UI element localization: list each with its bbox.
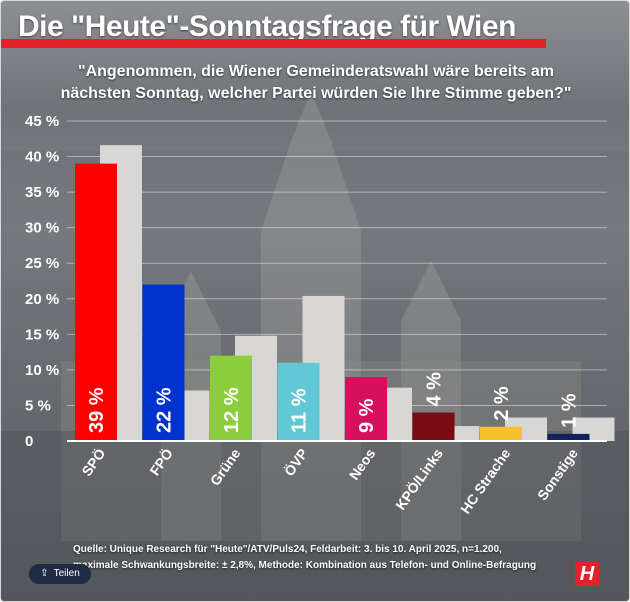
category-label: KPÖ/Links [392, 445, 446, 512]
bar-value-label: 4 % [424, 372, 446, 407]
bar-value-label: 12 % [221, 387, 243, 433]
bar [412, 412, 455, 441]
subtitle-line-2: nächsten Sonntag, welcher Partei würden … [60, 85, 572, 102]
y-tick-label: 0 [25, 433, 33, 450]
chart-subtitle: "Angenommen, die Wiener Gemeinderatswahl… [31, 61, 601, 105]
bar-value-label: 1 % [559, 393, 581, 428]
bar-value-label: 39 % [86, 387, 108, 433]
bar-value-label: 2 % [491, 386, 513, 421]
category-label: Sonstige [534, 445, 581, 503]
bar [210, 355, 252, 441]
category-label: Neos [346, 445, 379, 482]
y-tick-label: 30 % [25, 220, 59, 237]
category-label: Grüne [207, 445, 244, 488]
source-note: Quelle: Unique Research für "Heute"/ATV/… [73, 542, 536, 574]
y-tick-label: 15 % [25, 326, 59, 343]
y-tick-label: 20 % [25, 291, 59, 308]
y-tick-label: 35 % [25, 184, 59, 201]
bar-value-label: 9 % [356, 398, 378, 433]
bar-value-label: 11 % [289, 388, 311, 433]
subtitle-line-1: "Angenommen, die Wiener Gemeinderatswahl… [77, 63, 555, 80]
heute-logo: H [575, 562, 599, 586]
y-tick-label: 5 % [25, 397, 51, 414]
chart-title: Die "Heute"-Sonntagsfrage für Wien [18, 10, 516, 43]
bar [547, 433, 590, 441]
y-tick-label: 10 % [25, 362, 59, 379]
bar [480, 426, 522, 441]
share-label: Teilen [53, 568, 80, 579]
category-label: FPÖ [146, 445, 176, 478]
y-tick-label: 25 % [25, 255, 59, 272]
category-label: HC Strache [457, 445, 514, 516]
bar [75, 163, 117, 441]
bar-chart: 0 5 % 10 % 15 % 20 % 25 % 30 % 35 % 40 % 45 % 39 %… [25, 113, 615, 517]
source-line-1: Quelle: Unique Research für "Heute"/ATV/… [73, 544, 502, 555]
y-tick-label: 40 % [25, 149, 59, 166]
source-line-2: maximale Schwankungsbreite: ± 2,8%, Meth… [73, 560, 537, 571]
share-button[interactable]: ⇪ Teilen [29, 564, 91, 584]
category-label: SPÖ [78, 445, 108, 478]
bar-value-label: 22 % [154, 387, 176, 433]
bar [142, 284, 185, 441]
bar [277, 362, 320, 441]
category-label: ÖVP [281, 446, 311, 479]
share-icon: ⇪ [40, 568, 49, 579]
bar [345, 377, 387, 441]
title-underline [1, 39, 546, 48]
y-tick-label: 45 % [25, 113, 59, 130]
